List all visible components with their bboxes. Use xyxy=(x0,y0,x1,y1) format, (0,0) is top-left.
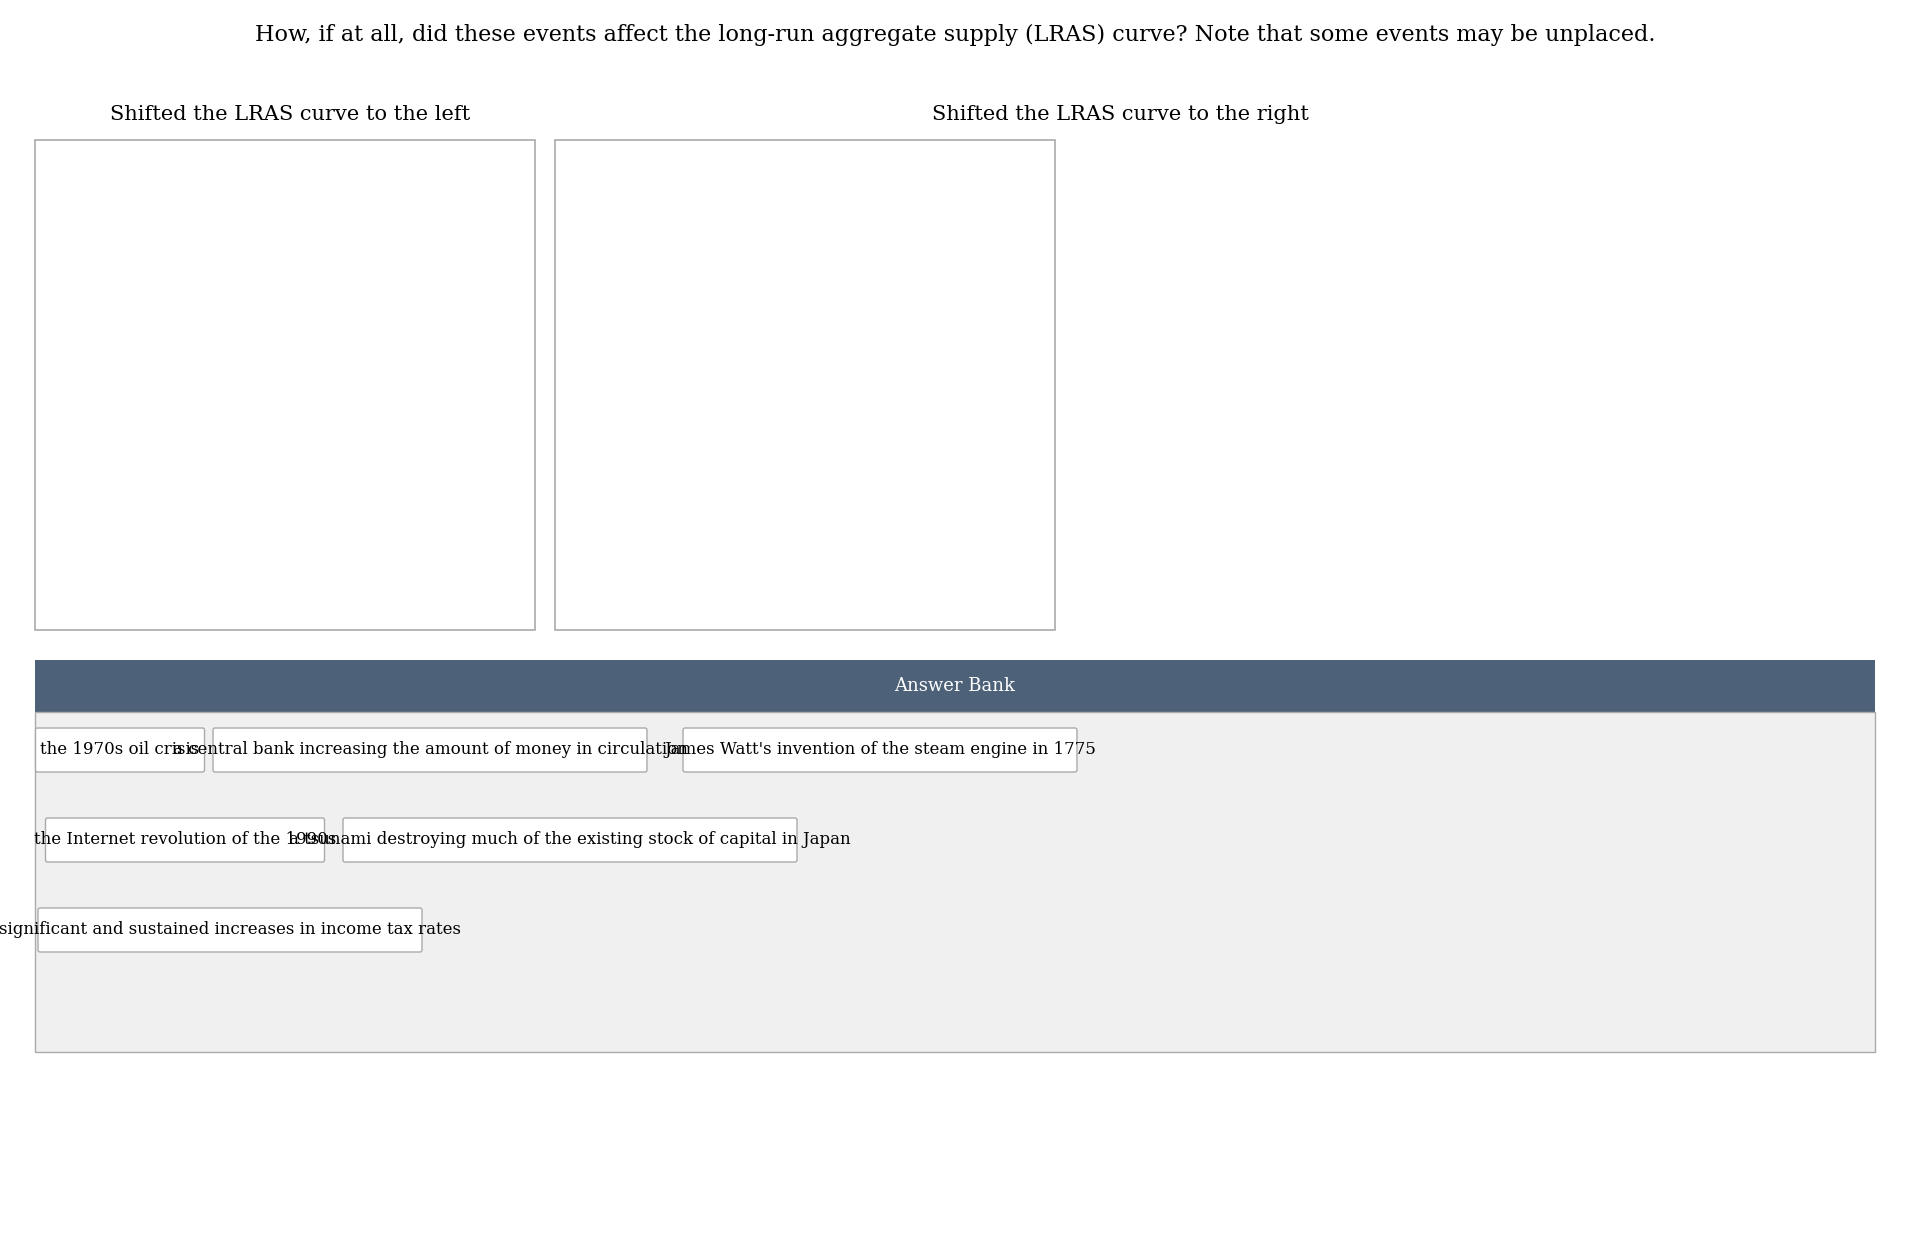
FancyBboxPatch shape xyxy=(214,728,647,773)
Text: Answer Bank: Answer Bank xyxy=(894,677,1016,694)
Text: a central bank increasing the amount of money in circulation: a central bank increasing the amount of … xyxy=(172,742,688,759)
Text: Shifted the LRAS curve to the left: Shifted the LRAS curve to the left xyxy=(111,105,470,124)
Text: James Watt's invention of the steam engine in 1775: James Watt's invention of the steam engi… xyxy=(665,742,1096,759)
Text: significant and sustained increases in income tax rates: significant and sustained increases in i… xyxy=(0,921,460,939)
Text: How, if at all, did these events affect the long-run aggregate supply (LRAS) cur: How, if at all, did these events affect … xyxy=(254,24,1656,46)
FancyBboxPatch shape xyxy=(684,728,1077,773)
FancyBboxPatch shape xyxy=(36,728,204,773)
Text: Shifted the LRAS curve to the right: Shifted the LRAS curve to the right xyxy=(932,105,1308,124)
Bar xyxy=(556,140,1054,630)
Bar xyxy=(34,660,1876,712)
FancyBboxPatch shape xyxy=(46,818,325,862)
Text: the Internet revolution of the 1990s: the Internet revolution of the 1990s xyxy=(34,832,336,848)
FancyBboxPatch shape xyxy=(38,908,422,952)
Text: a tsunami destroying much of the existing stock of capital in Japan: a tsunami destroying much of the existin… xyxy=(288,832,850,848)
Bar xyxy=(34,140,535,630)
FancyBboxPatch shape xyxy=(344,818,796,862)
Text: the 1970s oil crisis: the 1970s oil crisis xyxy=(40,742,201,759)
Bar xyxy=(34,712,1876,1052)
